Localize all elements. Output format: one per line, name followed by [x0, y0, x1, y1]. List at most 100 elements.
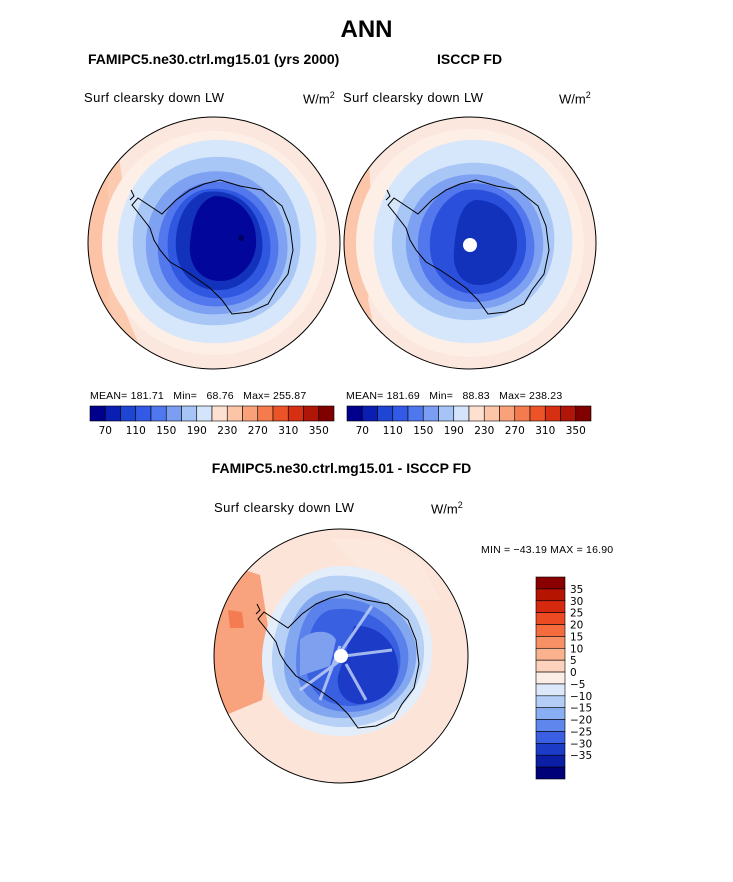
- diff-variable-label: Surf clearsky down LW: [214, 500, 355, 515]
- panel2-colorbar-swatch: [544, 405, 561, 422]
- panel2-colorbar-swatch: [438, 405, 455, 422]
- panel1-mean: 181.71: [130, 390, 164, 402]
- panel1-colorbar-swatch: [272, 405, 289, 422]
- diff-colorbar-tick-label: −15: [570, 703, 592, 715]
- diff-colorbar-tick-label: −20: [570, 715, 592, 727]
- panel1-colorbar-swatch: [150, 405, 167, 422]
- diff-colorbar-swatch: [535, 683, 566, 697]
- panel1-max: 255.87: [273, 390, 307, 402]
- panel1-colorbar-tick-label: 270: [248, 425, 268, 437]
- panel2-colorbar-swatch: [377, 405, 394, 422]
- diff-colorbar-swatch: [535, 647, 566, 661]
- diff-colorbar-swatch: [535, 695, 566, 709]
- panel2-colorbar-tick-label: 190: [444, 425, 464, 437]
- panel1-case-title: FAMIPC5.ne30.ctrl.mg15.01 (yrs 2000): [88, 51, 340, 67]
- diff-colorbar-tick-label: 35: [570, 584, 583, 596]
- diff-colorbar-tick-label: 5: [570, 655, 577, 667]
- diff-colorbar-swatch: [535, 659, 566, 673]
- diff-colorbar-swatch: [535, 624, 566, 637]
- panel1-colorbar-swatch: [318, 405, 335, 422]
- panel2-polar-map: [344, 117, 596, 369]
- panel1-colorbar-swatch: [165, 405, 182, 422]
- diff-minmax: MIN = −43.19 MAX = 16.90: [481, 544, 614, 556]
- panel2-variable-label: Surf clearsky down LW: [343, 90, 484, 105]
- panel1-colorbar-swatch: [287, 405, 304, 422]
- panel1-polar-map: [88, 117, 340, 369]
- panel1-colorbar-swatch: [181, 405, 198, 422]
- panel2-colorbar-tick-label: 230: [474, 425, 494, 437]
- panel1-colorbar-swatch: [135, 405, 152, 422]
- panel2-colorbar-tick-label: 150: [413, 425, 433, 437]
- panel2-colorbar-swatch: [529, 405, 546, 422]
- panel2-case-title: ISCCP FD: [437, 51, 503, 67]
- diff-colorbar-swatch: [535, 766, 566, 780]
- diff-title: FAMIPC5.ne30.ctrl.mg15.01 - ISCCP FD: [211, 460, 472, 476]
- panel1-colorbar-swatch: [89, 405, 106, 422]
- panel1-colorbar-swatch: [303, 405, 320, 422]
- panel1-colorbar-tick-label: 310: [278, 425, 298, 437]
- panel2-colorbar-swatch: [392, 405, 409, 422]
- panel2-min: 88.83: [462, 390, 490, 402]
- panel1-units-label: W/m2: [303, 90, 335, 107]
- panel2-map-border: [343, 116, 597, 370]
- diff-polar-map: [214, 529, 468, 783]
- panel2-colorbar-swatch: [514, 405, 531, 422]
- diff-colorbar-swatch: [535, 743, 566, 756]
- diff-colorbar-swatch: [535, 576, 566, 590]
- diff-colorbar-swatch: [535, 588, 566, 602]
- diff-colorbar-swatch: [535, 671, 566, 685]
- panel1-colorbar-swatch: [257, 405, 274, 422]
- page-title: ANN: [340, 16, 393, 43]
- diff-colorbar-tick-label: −30: [570, 738, 592, 750]
- diff-colorbar-swatch: [535, 754, 566, 768]
- panel2-colorbar-swatch: [361, 405, 378, 422]
- panel1-colorbar-swatch: [211, 405, 228, 422]
- panel2-units-label: W/m2: [559, 90, 591, 107]
- diff-colorbar-swatch: [535, 707, 566, 720]
- diff-colorbar-swatch: [535, 600, 566, 613]
- panel2-colorbar-tick-label: 270: [505, 425, 525, 437]
- panel2-mean: 181.69: [386, 390, 420, 402]
- panel1-variable-label: Surf clearsky down LW: [84, 90, 225, 105]
- panel2-stats: MEAN= 181.69 Min= 88.83 Max= 238.23: [346, 390, 563, 402]
- panel2-colorbar-swatch: [560, 405, 577, 422]
- panel2-colorbar-swatch: [407, 405, 424, 422]
- diff-colorbar-tick-label: 30: [570, 596, 583, 608]
- panel1-map-border: [87, 116, 341, 370]
- panel2-colorbar: 70 110 150 190 230 270 310 350: [346, 405, 592, 437]
- diff-colorbar-swatch: [535, 612, 566, 625]
- panel1-colorbar-tick-label: 150: [156, 425, 176, 437]
- panel2-colorbar-swatch: [483, 405, 500, 422]
- diff-colorbar-tick-label: −25: [570, 726, 592, 738]
- panel1-colorbar-tick-label: 70: [99, 425, 112, 437]
- diff-colorbar-swatch: [535, 636, 566, 649]
- panel2-colorbar-swatch: [575, 405, 592, 422]
- panel2-colorbar-swatch: [453, 405, 470, 422]
- panel2-colorbar-tick-label: 350: [566, 425, 586, 437]
- panel2-colorbar-tick-label: 70: [356, 425, 369, 437]
- diff-map-border: [213, 528, 469, 784]
- panel1-min: 68.76: [206, 390, 234, 402]
- diff-colorbar-tick-label: 20: [570, 620, 583, 632]
- panel1-colorbar-tick-label: 110: [126, 425, 146, 437]
- panel1-colorbar: 70 110 150 190 230 270 310 350: [89, 405, 335, 437]
- diff-colorbar-tick-label: 0: [570, 667, 577, 679]
- diff-colorbar-swatch: [535, 719, 566, 732]
- diff-colorbar-tick-label: −35: [570, 750, 592, 762]
- diff-colorbar-swatch: [535, 731, 566, 744]
- diff-colorbar-tick-label: 10: [570, 643, 583, 655]
- panel1-colorbar-swatch: [226, 405, 243, 422]
- panel2-colorbar-swatch: [346, 405, 363, 422]
- panel2-colorbar-swatch: [468, 405, 485, 422]
- panel1-stats: MEAN= 181.71 Min= 68.76 Max= 255.87: [90, 390, 307, 402]
- panel2-colorbar-tick-label: 310: [535, 425, 555, 437]
- diff-units-label: W/m2: [431, 500, 463, 517]
- panel1-colorbar-swatch: [196, 405, 213, 422]
- diff-colorbar-tick-label: 15: [570, 631, 583, 643]
- panel2-colorbar-swatch: [422, 405, 439, 422]
- panel2-colorbar-tick-label: 110: [383, 425, 403, 437]
- panel2-colorbar-swatch: [499, 405, 516, 422]
- panel1-colorbar-tick-label: 350: [309, 425, 329, 437]
